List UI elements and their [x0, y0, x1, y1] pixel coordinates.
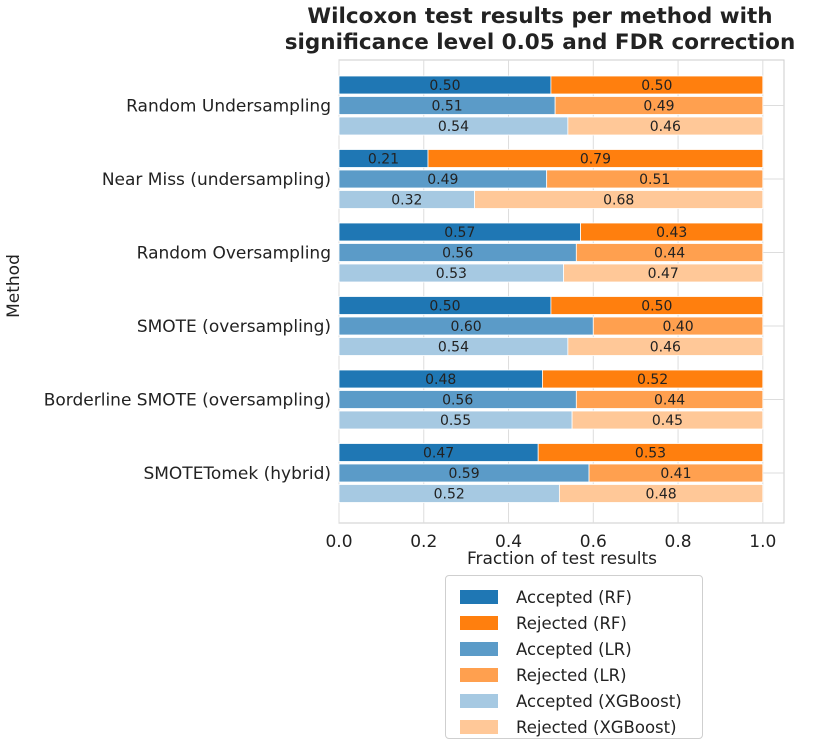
x-axis-label: Fraction of test results: [466, 549, 658, 569]
bar-rejected-rf: [550, 75, 764, 95]
bar-rejected-xgboost: [474, 190, 764, 209]
chart-title-line-1: Wilcoxon test results per method with: [307, 4, 773, 29]
bar-rejected-lr: [575, 243, 764, 262]
legend-item-accepted-rf: Accepted (RF): [460, 584, 632, 610]
bar-rejected-rf: [550, 296, 764, 315]
data-label-accepted-rf: 0.57: [444, 225, 475, 241]
legend-label-rejected-lr: Rejected (LR): [516, 665, 627, 685]
data-label-rejected-xgboost: 0.46: [650, 119, 681, 135]
legend-label-rejected-rf: Rejected (RF): [516, 613, 627, 633]
bar-rejected-xgboost: [558, 484, 764, 503]
data-label-accepted-xgboost: 0.54: [438, 340, 469, 356]
data-label-rejected-rf: 0.50: [641, 78, 672, 94]
legend-swatch-rejected-rf: [460, 616, 498, 630]
x-tick-label: 1.0: [749, 532, 776, 552]
data-label-rejected-lr: 0.41: [660, 466, 691, 482]
data-label-accepted-rf: 0.48: [425, 372, 456, 388]
data-label-accepted-lr: 0.56: [442, 246, 473, 262]
bar-rejected-rf: [580, 222, 764, 242]
data-label-rejected-rf: 0.79: [580, 152, 611, 168]
data-label-rejected-rf: 0.43: [656, 225, 687, 241]
chart-title: Wilcoxon test results per method with si…: [250, 4, 830, 56]
data-label-accepted-lr: 0.51: [431, 99, 462, 115]
data-label-rejected-xgboost: 0.47: [648, 266, 679, 282]
legend: Accepted (RF) Rejected (RF) Accepted (LR…: [445, 575, 703, 739]
bar-rejected-xgboost: [563, 263, 764, 283]
data-label-rejected-xgboost: 0.45: [652, 413, 683, 429]
data-label-accepted-xgboost: 0.53: [436, 266, 467, 282]
x-tick-label: 0.6: [580, 532, 607, 552]
legend-swatch-accepted-xgboost: [460, 694, 498, 708]
x-tick-label: 0.8: [665, 532, 692, 552]
chart-title-line-2: significance level 0.05 and FDR correcti…: [284, 30, 796, 55]
data-label-accepted-rf: 0.47: [423, 446, 454, 462]
legend-swatch-accepted-lr: [460, 642, 498, 656]
legend-swatch-rejected-xgboost: [460, 720, 498, 734]
data-label-rejected-xgboost: 0.48: [646, 487, 677, 503]
bar-rejected-lr: [588, 463, 764, 483]
legend-swatch-rejected-lr: [460, 668, 498, 682]
y-tick-label-random-oversampling: Random Oversampling: [137, 244, 331, 264]
bar-rejected-rf: [542, 369, 764, 389]
data-label-accepted-rf: 0.21: [368, 152, 399, 168]
y-tick-label-smote-oversampling: SMOTE (oversampling): [137, 317, 331, 337]
data-label-rejected-xgboost: 0.46: [650, 340, 681, 356]
bar-rejected-xgboost: [567, 337, 764, 356]
data-label-rejected-lr: 0.44: [654, 246, 685, 262]
y-tick-label-random-undersampling: Random Undersampling: [126, 97, 331, 117]
data-label-accepted-lr: 0.60: [451, 319, 482, 335]
legend-swatch-accepted-rf: [460, 590, 498, 604]
data-label-accepted-xgboost: 0.52: [434, 487, 465, 503]
x-tick-label: 0.0: [325, 532, 352, 552]
legend-item-accepted-xgboost: Accepted (XGBoost): [460, 688, 682, 714]
y-tick-label-near-miss-undersampling: Near Miss (undersampling): [102, 170, 331, 190]
legend-label-accepted-lr: Accepted (LR): [516, 639, 632, 659]
bar-rejected-lr: [575, 390, 764, 409]
data-label-rejected-rf: 0.53: [635, 446, 666, 462]
data-label-accepted-xgboost: 0.54: [438, 119, 469, 135]
data-label-rejected-lr: 0.40: [662, 319, 693, 335]
bar-rejected-lr: [592, 316, 764, 336]
legend-label-rejected-xgboost: Rejected (XGBoost): [516, 717, 677, 737]
data-label-accepted-xgboost: 0.32: [391, 193, 422, 209]
data-label-accepted-xgboost: 0.55: [440, 413, 471, 429]
data-label-accepted-lr: 0.56: [442, 393, 473, 409]
data-label-rejected-lr: 0.44: [654, 393, 685, 409]
data-label-accepted-rf: 0.50: [429, 299, 460, 315]
legend-label-accepted-xgboost: Accepted (XGBoost): [516, 691, 682, 711]
x-tick-label: 0.2: [410, 532, 437, 552]
data-label-accepted-lr: 0.59: [448, 466, 479, 482]
y-axis-label: Method: [4, 254, 24, 318]
bar-rejected-xgboost: [571, 410, 764, 430]
y-tick-label-smotetomek-hybrid: SMOTETomek (hybrid): [143, 464, 331, 484]
data-label-rejected-lr: 0.51: [639, 172, 670, 188]
data-label-rejected-rf: 0.50: [641, 299, 672, 315]
data-label-rejected-lr: 0.49: [643, 99, 674, 115]
y-tick-label-borderline-smote-oversampling: Borderline SMOTE (oversampling): [44, 391, 331, 411]
bar-rejected-lr: [554, 96, 764, 115]
legend-item-rejected-lr: Rejected (LR): [460, 662, 627, 688]
bar-rejected-xgboost: [567, 116, 764, 136]
legend-item-accepted-lr: Accepted (LR): [460, 636, 632, 662]
legend-label-accepted-rf: Accepted (RF): [516, 587, 632, 607]
data-label-rejected-rf: 0.52: [637, 372, 668, 388]
data-label-accepted-rf: 0.50: [429, 78, 460, 94]
legend-item-rejected-xgboost: Rejected (XGBoost): [460, 714, 677, 740]
data-label-rejected-xgboost: 0.68: [603, 193, 634, 209]
bar-rejected-rf: [537, 443, 764, 462]
x-tick-label: 0.4: [495, 532, 522, 552]
data-label-accepted-lr: 0.49: [427, 172, 458, 188]
bar-rejected-rf: [427, 149, 764, 168]
bar-rejected-lr: [546, 169, 764, 189]
legend-item-rejected-rf: Rejected (RF): [460, 610, 627, 636]
